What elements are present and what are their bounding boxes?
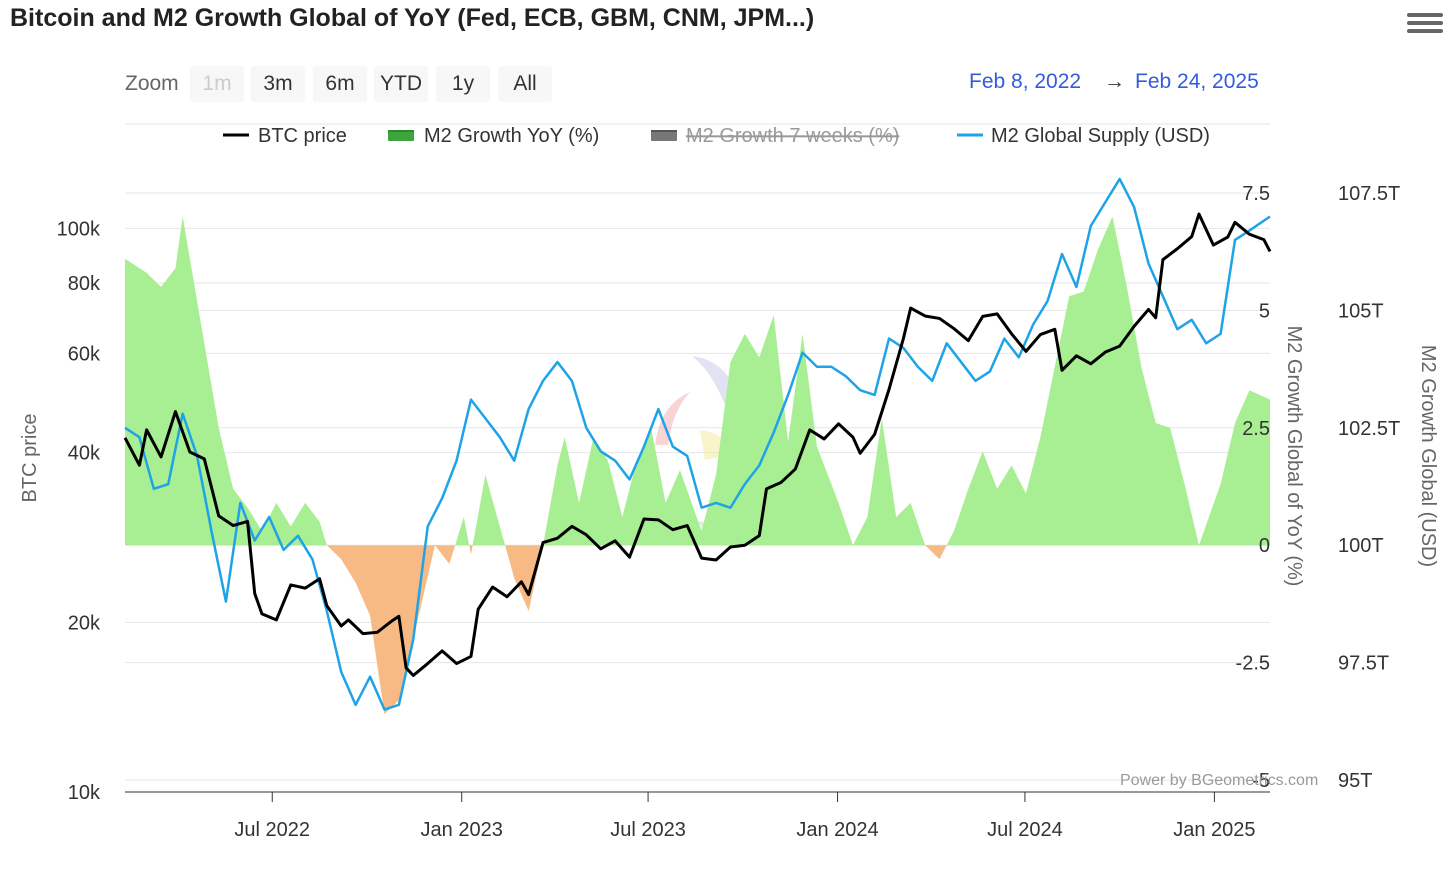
left-tick-label: 80k [68,273,101,295]
zoom-6m-button[interactable]: 6m [313,66,367,102]
x-tick-label: Jan 2024 [796,819,878,841]
right1-tick-label: -5 [1252,770,1270,792]
zoom-1m-button[interactable]: 1m [190,66,244,102]
m2-growth-positive-area [125,216,1270,546]
left-tick-label: 20k [68,612,101,634]
left-tick-label: 100k [57,218,101,240]
right2-tick-label: 95T [1338,770,1372,792]
right1-tick-label: 5 [1259,300,1270,322]
x-tick-label: Jan 2023 [421,819,503,841]
left-tick-label: 60k [68,343,101,365]
zoom-label: Zoom [125,72,179,95]
zoom-3m-button[interactable]: 3m [251,66,305,102]
right1-tick-label: 0 [1259,535,1270,557]
right1-tick-label: 7.5 [1242,183,1270,205]
legend-item-m2-global-supply[interactable]: M2 Global Supply (USD) [957,125,1210,147]
x-tick-label: Jul 2023 [610,819,686,841]
range-to-input[interactable]: Feb 24, 2025 [1135,70,1259,93]
legend-label-btc-price: BTC price [258,125,347,147]
zoom-ytd-button[interactable]: YTD [374,66,428,102]
right1-tick-label: -2.5 [1236,653,1270,675]
btc-price-path [123,212,1272,677]
right1-tick-label: 2.5 [1242,418,1270,440]
range-from-input[interactable]: Feb 8, 2022 [969,70,1082,93]
left-tick-label: 40k [68,443,101,465]
right2-tick-label: 105T [1338,300,1384,322]
zoom-1y-button[interactable]: 1y [436,66,490,102]
m2-global-supply-line [124,177,1271,711]
right2-tick-label: 100T [1338,535,1384,557]
legend: BTC price M2 Growth YoY (%) M2 Growth 7 … [223,125,1210,147]
left-axis-title: BTC price [19,414,41,503]
right1-axis-title: M2 Growth Global of YoY (%) [1283,326,1305,587]
legend-item-m2-growth-yoy[interactable]: M2 Growth YoY (%) [388,125,599,147]
btc-price-line [123,212,1272,677]
legend-label-m2-growth-7-weeks: M2 Growth 7 weeks (%) [686,125,899,147]
legend-item-btc-price[interactable]: BTC price [223,125,347,147]
hamburger-menu-icon[interactable] [1405,10,1445,40]
right2-tick-label: 102.5T [1338,418,1400,440]
right2-tick-label: 107.5T [1338,183,1400,205]
chart-title: Bitcoin and M2 Growth Global of YoY (Fed… [10,4,815,32]
m2-global-supply-path [124,177,1271,711]
m2-growth-negative-area [326,545,947,715]
left-tick-label: 10k [68,782,101,804]
legend-label-m2-growth-yoy: M2 Growth YoY (%) [424,125,599,147]
m2-growth-yoy-area [125,216,1270,715]
x-tick-label: Jan 2025 [1173,819,1255,841]
x-tick-label: Jul 2024 [987,819,1063,841]
chart-credit[interactable]: Power by BGeometrics.com [1120,772,1318,789]
right2-axis-title: M2 Growth Global (USD) [1417,345,1439,567]
right2-tick-label: 97.5T [1338,653,1389,675]
legend-item-m2-growth-7-weeks[interactable]: M2 Growth 7 weeks (%) [651,125,899,147]
range-arrow-icon: → [1104,70,1125,93]
legend-label-m2-global-supply: M2 Global Supply (USD) [991,125,1210,147]
zoom-all-button[interactable]: All [498,66,552,102]
x-tick-label: Jul 2022 [234,819,310,841]
